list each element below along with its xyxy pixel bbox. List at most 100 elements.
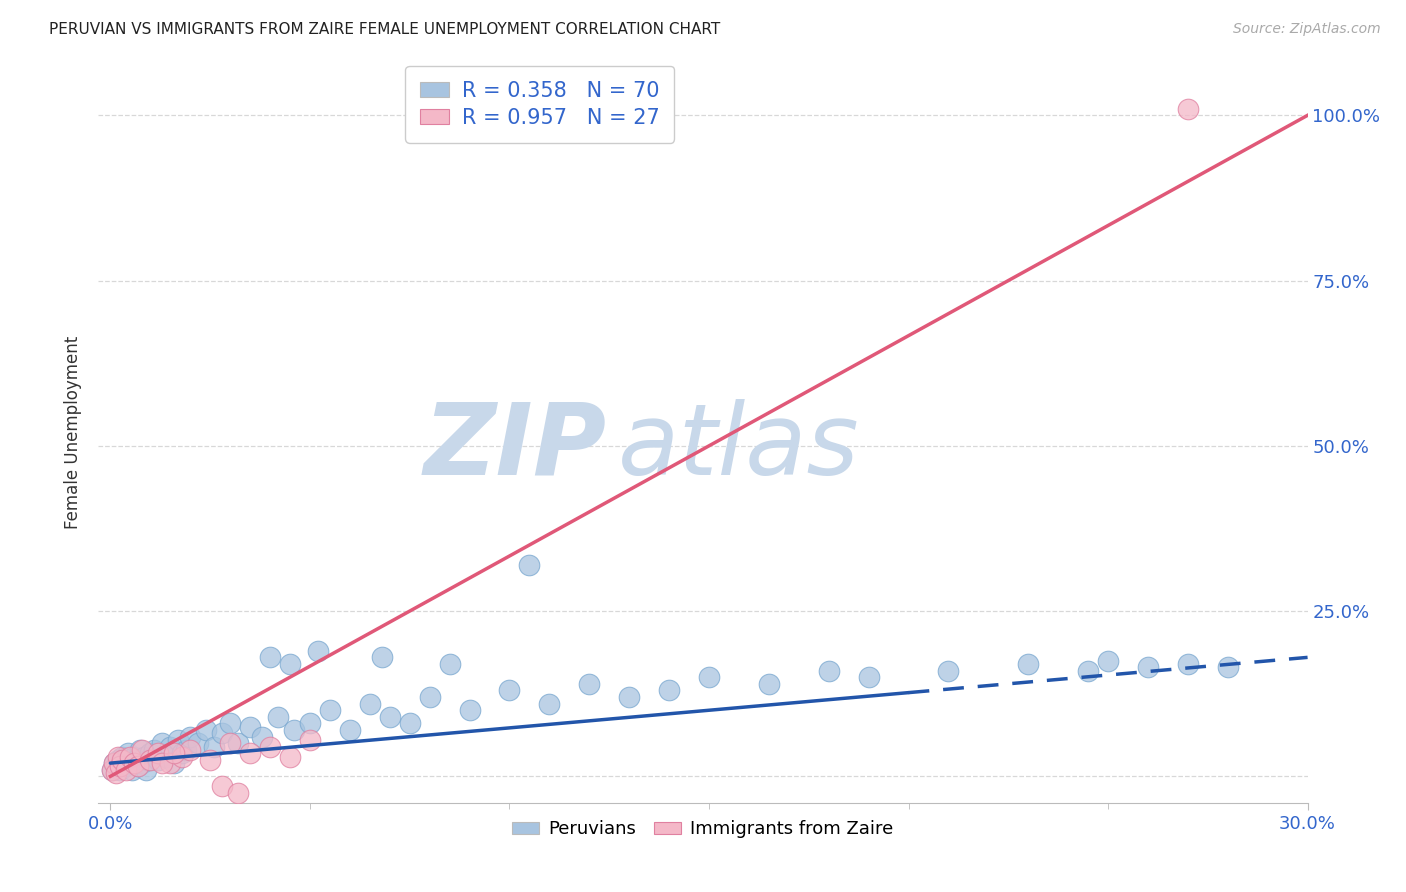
Point <box>107 753 129 767</box>
Point <box>339 723 361 737</box>
Legend: Peruvians, Immigrants from Zaire: Peruvians, Immigrants from Zaire <box>505 814 901 846</box>
Point <box>115 759 138 773</box>
Point <box>697 670 720 684</box>
Point <box>202 739 225 754</box>
Point <box>1136 660 1159 674</box>
Point <box>112 756 135 771</box>
Point <box>758 677 780 691</box>
Point <box>179 730 201 744</box>
Point <box>1097 654 1119 668</box>
Point <box>129 743 152 757</box>
Point <box>1177 102 1199 116</box>
Point <box>195 723 218 737</box>
Point <box>131 756 153 771</box>
Point <box>187 736 209 750</box>
Point <box>211 726 233 740</box>
Point <box>371 650 394 665</box>
Point <box>150 756 173 771</box>
Point <box>283 723 305 737</box>
Point <box>198 753 221 767</box>
Point <box>219 716 242 731</box>
Point <box>155 749 177 764</box>
Point <box>817 664 839 678</box>
Point <box>458 703 481 717</box>
Point <box>103 756 125 771</box>
Point <box>135 763 157 777</box>
Point <box>319 703 342 717</box>
Point <box>148 746 170 760</box>
Point <box>658 683 681 698</box>
Point <box>174 743 197 757</box>
Point <box>117 746 139 760</box>
Point <box>298 733 321 747</box>
Point <box>125 753 148 767</box>
Point <box>105 766 128 780</box>
Point <box>143 743 166 757</box>
Point <box>110 759 132 773</box>
Point <box>259 739 281 754</box>
Point <box>159 756 181 771</box>
Point <box>127 759 149 773</box>
Point <box>172 746 194 760</box>
Point <box>110 763 132 777</box>
Text: Source: ZipAtlas.com: Source: ZipAtlas.com <box>1233 22 1381 37</box>
Point <box>226 786 249 800</box>
Point <box>179 743 201 757</box>
Point <box>167 733 190 747</box>
Point <box>150 736 173 750</box>
Point <box>101 763 124 777</box>
Point <box>163 746 186 760</box>
Point <box>538 697 561 711</box>
Point <box>159 739 181 754</box>
Point <box>219 736 242 750</box>
Text: ZIP: ZIP <box>423 399 606 496</box>
Point <box>103 756 125 771</box>
Point <box>298 716 321 731</box>
Point <box>115 763 138 777</box>
Point <box>419 690 441 704</box>
Point <box>378 710 401 724</box>
Point <box>498 683 520 698</box>
Point <box>617 690 640 704</box>
Text: PERUVIAN VS IMMIGRANTS FROM ZAIRE FEMALE UNEMPLOYMENT CORRELATION CHART: PERUVIAN VS IMMIGRANTS FROM ZAIRE FEMALE… <box>49 22 720 37</box>
Point <box>858 670 880 684</box>
Point <box>307 644 329 658</box>
Point <box>1017 657 1039 671</box>
Point <box>578 677 600 691</box>
Point <box>101 763 124 777</box>
Point <box>211 779 233 793</box>
Point <box>134 749 156 764</box>
Point <box>124 756 146 771</box>
Point <box>139 753 162 767</box>
Point <box>239 720 262 734</box>
Point <box>278 749 301 764</box>
Point <box>359 697 381 711</box>
Point <box>139 746 162 760</box>
Point <box>120 756 142 771</box>
Point <box>267 710 290 724</box>
Point <box>239 746 262 760</box>
Point <box>278 657 301 671</box>
Point <box>127 759 149 773</box>
Point <box>226 736 249 750</box>
Point <box>120 749 142 764</box>
Point <box>111 749 134 764</box>
Point <box>439 657 461 671</box>
Y-axis label: Female Unemployment: Female Unemployment <box>65 336 83 529</box>
Point <box>124 749 146 764</box>
Point <box>1216 660 1239 674</box>
Point <box>107 749 129 764</box>
Point <box>938 664 960 678</box>
Point <box>136 753 159 767</box>
Point <box>519 558 541 572</box>
Point <box>163 756 186 771</box>
Point <box>131 743 153 757</box>
Point <box>148 753 170 767</box>
Point <box>250 730 273 744</box>
Point <box>1077 664 1099 678</box>
Point <box>111 753 134 767</box>
Point <box>105 759 128 773</box>
Point <box>1177 657 1199 671</box>
Text: atlas: atlas <box>619 399 860 496</box>
Point <box>398 716 420 731</box>
